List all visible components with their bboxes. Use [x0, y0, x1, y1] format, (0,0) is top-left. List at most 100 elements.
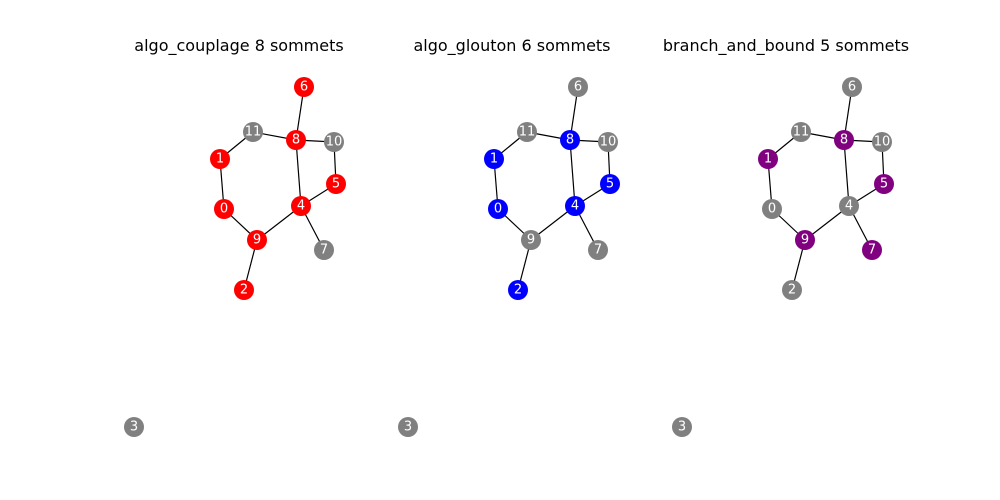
node-circle: [758, 149, 778, 169]
node-circle: [484, 149, 504, 169]
node-8: 8: [834, 130, 854, 150]
node-circle: [291, 196, 311, 216]
node-11: 11: [243, 122, 263, 142]
graph-panel-branch_and_bound: 0 1 2 3 4 5 6 7 8 9 10 11: [672, 77, 894, 437]
node-label: 5: [332, 177, 340, 192]
node-circle: [842, 77, 862, 97]
graph-panel-algo_couplage: 0 1 2 3 4 5 6 7 8 9 10 11: [124, 77, 346, 437]
node-11: 11: [791, 122, 811, 142]
node-circle: [600, 174, 620, 194]
node-circle: [568, 77, 588, 97]
node-6: 6: [568, 77, 588, 97]
node-circle: [862, 240, 882, 260]
node-label: 3: [130, 420, 138, 435]
node-5: 5: [874, 174, 894, 194]
node-circle: [488, 199, 508, 219]
node-label: 4: [571, 199, 579, 214]
node-2: 2: [234, 280, 254, 300]
node-1: 1: [484, 149, 504, 169]
node-10: 10: [598, 132, 618, 152]
node-9: 9: [521, 230, 541, 250]
node-0: 0: [488, 199, 508, 219]
node-2: 2: [782, 280, 802, 300]
node-label: 9: [527, 233, 535, 248]
node-circle: [508, 280, 528, 300]
node-label: 4: [297, 199, 305, 214]
node-6: 6: [842, 77, 862, 97]
node-circle: [314, 240, 334, 260]
node-label: 2: [788, 283, 796, 298]
node-label: 2: [240, 283, 248, 298]
node-label: 11: [793, 125, 810, 140]
node-label: 1: [764, 152, 772, 167]
node-0: 0: [214, 199, 234, 219]
node-label: 0: [220, 202, 228, 217]
node-circle: [762, 199, 782, 219]
node-circle: [517, 122, 537, 142]
node-label: 10: [600, 135, 617, 150]
node-label: 3: [404, 420, 412, 435]
node-label: 7: [320, 243, 328, 258]
node-circle: [782, 280, 802, 300]
node-circle: [214, 199, 234, 219]
node-circle: [294, 77, 314, 97]
node-circle: [834, 130, 854, 150]
node-circle: [243, 122, 263, 142]
node-circle: [565, 196, 585, 216]
node-0: 0: [762, 199, 782, 219]
node-9: 9: [247, 230, 267, 250]
node-5: 5: [600, 174, 620, 194]
node-circle: [874, 174, 894, 194]
node-4: 4: [839, 196, 859, 216]
node-3: 3: [672, 417, 692, 437]
node-label: 11: [245, 125, 262, 140]
node-label: 5: [606, 177, 614, 192]
node-circle: [326, 174, 346, 194]
node-label: 1: [216, 152, 224, 167]
node-label: 6: [574, 80, 582, 95]
node-label: 9: [253, 233, 261, 248]
node-2: 2: [508, 280, 528, 300]
node-circle: [398, 417, 418, 437]
node-circle: [795, 230, 815, 250]
node-circle: [588, 240, 608, 260]
panel-title-2: branch_and_bound 5 sommets: [662, 36, 910, 55]
node-circle: [124, 417, 144, 437]
node-label: 9: [801, 233, 809, 248]
node-circle: [672, 417, 692, 437]
node-8: 8: [560, 130, 580, 150]
node-10: 10: [872, 132, 892, 152]
node-label: 5: [880, 177, 888, 192]
node-4: 4: [291, 196, 311, 216]
node-9: 9: [795, 230, 815, 250]
node-label: 8: [292, 133, 300, 148]
node-label: 10: [874, 135, 891, 150]
node-label: 6: [848, 80, 856, 95]
node-1: 1: [210, 149, 230, 169]
node-label: 7: [594, 243, 602, 258]
node-circle: [324, 132, 344, 152]
node-6: 6: [294, 77, 314, 97]
node-7: 7: [862, 240, 882, 260]
node-circle: [839, 196, 859, 216]
node-circle: [521, 230, 541, 250]
node-5: 5: [326, 174, 346, 194]
node-label: 1: [490, 152, 498, 167]
node-10: 10: [324, 132, 344, 152]
edge-8-4: [569, 139, 576, 207]
node-8: 8: [286, 130, 306, 150]
node-circle: [872, 132, 892, 152]
panel-title-1: algo_glouton 6 sommets: [413, 36, 611, 55]
node-3: 3: [124, 417, 144, 437]
node-circle: [210, 149, 230, 169]
node-label: 8: [566, 133, 574, 148]
edge-8-4: [843, 139, 850, 207]
node-label: 7: [868, 243, 876, 258]
node-3: 3: [398, 417, 418, 437]
node-label: 0: [494, 202, 502, 217]
node-label: 3: [678, 420, 686, 435]
node-11: 11: [517, 122, 537, 142]
node-label: 11: [519, 125, 536, 140]
node-label: 0: [768, 202, 776, 217]
